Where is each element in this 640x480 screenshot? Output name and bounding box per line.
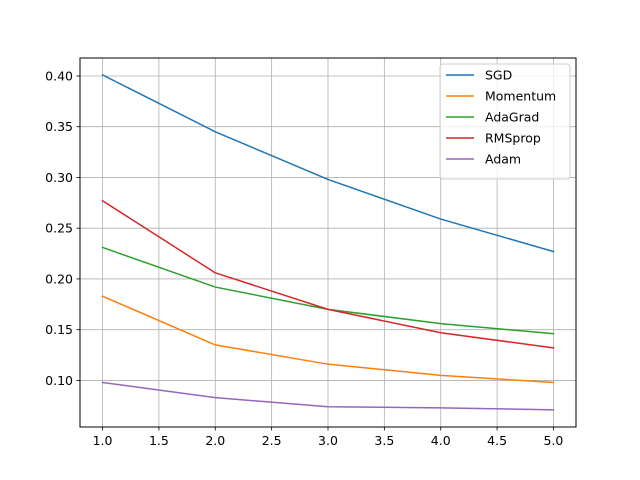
- x-tick-label: 5.0: [544, 433, 564, 448]
- legend-label-sgd: SGD: [485, 68, 512, 83]
- x-tick-label: 2.0: [205, 433, 225, 448]
- y-tick-label: 0.20: [45, 271, 73, 286]
- x-tick-label: 2.5: [262, 433, 282, 448]
- y-tick-label: 0.10: [45, 373, 73, 388]
- x-tick-label: 4.0: [431, 433, 451, 448]
- legend: SGD Momentum AdaGrad RMSprop Adam: [439, 63, 571, 180]
- y-tick-label: 0.40: [45, 68, 73, 83]
- x-tick-label: 3.5: [374, 433, 394, 448]
- legend-box: [439, 63, 571, 180]
- series-lines: [101, 73, 555, 411]
- legend-label-momentum: Momentum: [485, 89, 556, 104]
- x-tick-label: 1.5: [149, 433, 169, 448]
- series-line-sgd: [101, 73, 555, 253]
- y-tick-label: 0.15: [45, 322, 73, 337]
- x-tick-label: 1.0: [93, 433, 113, 448]
- series-line-momentum: [101, 295, 555, 384]
- x-tick-label: 3.0: [318, 433, 338, 448]
- legend-label-adagrad: AdaGrad: [485, 110, 539, 125]
- y-tick-label: 0.30: [45, 170, 73, 185]
- legend-label-adam: Adam: [485, 152, 521, 167]
- x-tick-label: 4.5: [487, 433, 507, 448]
- series-line-adam: [101, 381, 555, 411]
- y-tick-label: 0.35: [45, 119, 73, 134]
- series-line-rmsprop: [101, 199, 555, 349]
- y-tick-label: 0.25: [45, 221, 73, 236]
- legend-label-rmsprop: RMSprop: [485, 131, 541, 146]
- axis-ticks: 1.0 1.5 2.0 2.5 3.0 3.5 4.0 4.5 5.0 0.10 0.15 0.20 0…: [45, 68, 563, 448]
